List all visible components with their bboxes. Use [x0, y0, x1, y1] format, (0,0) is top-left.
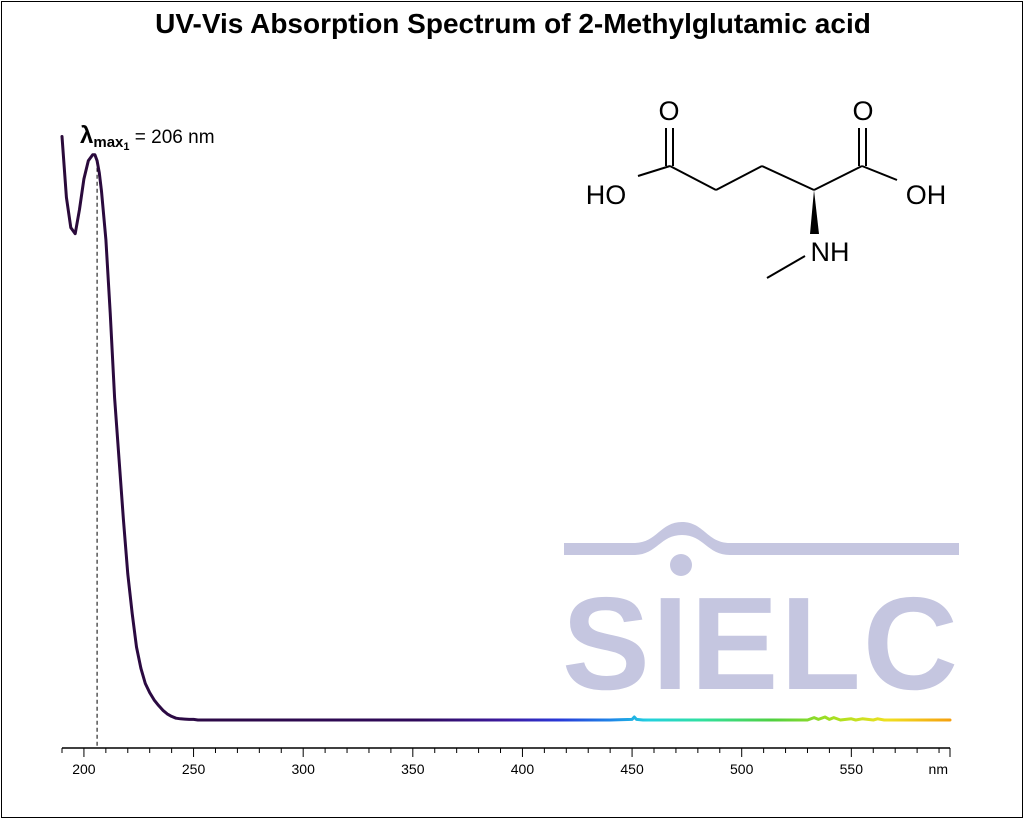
x-tick-label: 200 [72, 761, 96, 777]
x-axis-unit: nm [929, 761, 948, 777]
watermark-dot [670, 554, 692, 576]
x-tick-label: 500 [730, 761, 754, 777]
lambda-index: 1 [123, 141, 129, 153]
bond [715, 165, 763, 191]
lambda-subscript: max [93, 134, 124, 151]
atom-label: HO [586, 180, 627, 210]
bond [813, 165, 863, 191]
atom-label: O [852, 96, 873, 126]
x-tick-label: 550 [840, 761, 864, 777]
bond [861, 165, 898, 181]
wedge-bond [810, 190, 819, 234]
x-tick-label: 450 [620, 761, 644, 777]
x-tick-label: 400 [511, 761, 535, 777]
lambda-value: = 206 nm [130, 127, 215, 148]
plot-area: 200 250 300 350 400 450 500 550 nm [60, 135, 952, 777]
watermark-wave [564, 522, 959, 555]
atom-label: NH [811, 237, 850, 267]
sielc-watermark: SIELC [562, 522, 960, 717]
x-tick-label: 300 [292, 761, 316, 777]
spectrum-line [60, 135, 952, 722]
molecule-structure: O O HO OH NH [586, 96, 947, 279]
chart-title: UV-Vis Absorption Spectrum of 2-Methylgl… [155, 8, 871, 39]
atom-label: OH [906, 180, 947, 210]
bond [637, 165, 671, 177]
atom-label: O [658, 96, 679, 126]
x-tick-label: 250 [182, 761, 206, 777]
lambda-max-label: λmax1 = 206 nm [80, 122, 215, 153]
lambda-symbol: λ [80, 122, 93, 149]
watermark-text: SIELC [562, 570, 960, 717]
bond [761, 165, 815, 191]
bond [669, 165, 717, 191]
x-tick-label: 350 [401, 761, 425, 777]
bond [766, 255, 806, 279]
